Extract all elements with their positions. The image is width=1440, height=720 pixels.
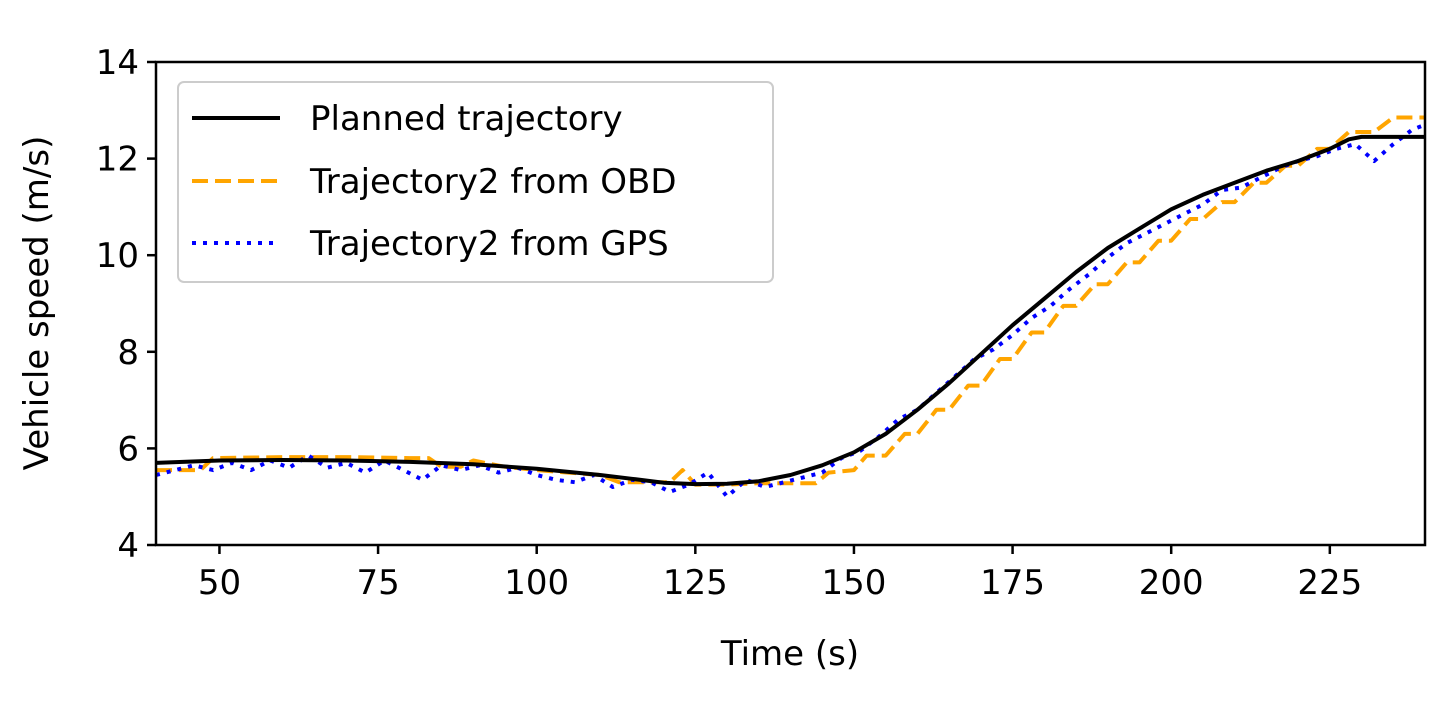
x-tick-label: 225 xyxy=(1297,563,1362,603)
y-axis-label: Vehicle speed (m/s) xyxy=(17,136,57,471)
x-tick-label: 125 xyxy=(663,563,728,603)
y-tick-label: 12 xyxy=(96,140,139,180)
x-tick-label: 150 xyxy=(821,563,886,603)
x-tick-label: 200 xyxy=(1139,563,1204,603)
y-tick-label: 4 xyxy=(117,526,139,566)
legend-frame xyxy=(177,81,774,283)
legend-entry-planned: Planned trajectory xyxy=(192,99,623,139)
x-tick-label: 175 xyxy=(980,563,1045,603)
x-tick-label: 75 xyxy=(356,563,399,603)
legend-label-planned: Planned trajectory xyxy=(310,99,623,139)
axes-frame xyxy=(154,60,1427,547)
series-line-planned xyxy=(156,134,1425,487)
x-tick-label: 50 xyxy=(198,563,241,603)
y-tick-label: 8 xyxy=(117,333,139,373)
y-tick-label: 14 xyxy=(96,43,139,83)
legend-entry-gps: Trajectory2 from GPS xyxy=(192,224,669,264)
legend-label-obd: Trajectory2 from OBD xyxy=(309,162,677,202)
y-tick-label: 6 xyxy=(117,429,139,469)
series-line-gps xyxy=(156,122,1425,499)
x-tick-label: 100 xyxy=(504,563,569,603)
legend-label-gps: Trajectory2 from GPS xyxy=(309,224,669,264)
y-tick-label: 10 xyxy=(96,236,139,276)
x-axis-label: Time (s) xyxy=(720,634,859,674)
ticks-layer: 50 75 100 125 150 175 200 225 4 6 8 10 12 14 xyxy=(96,43,1363,603)
series-layer xyxy=(156,115,1425,499)
legend-entry-obd: Trajectory2 from OBD xyxy=(192,162,677,202)
legend: Planned trajectory Trajectory2 from OBD … xyxy=(177,81,774,283)
axes-layer xyxy=(154,60,1427,547)
